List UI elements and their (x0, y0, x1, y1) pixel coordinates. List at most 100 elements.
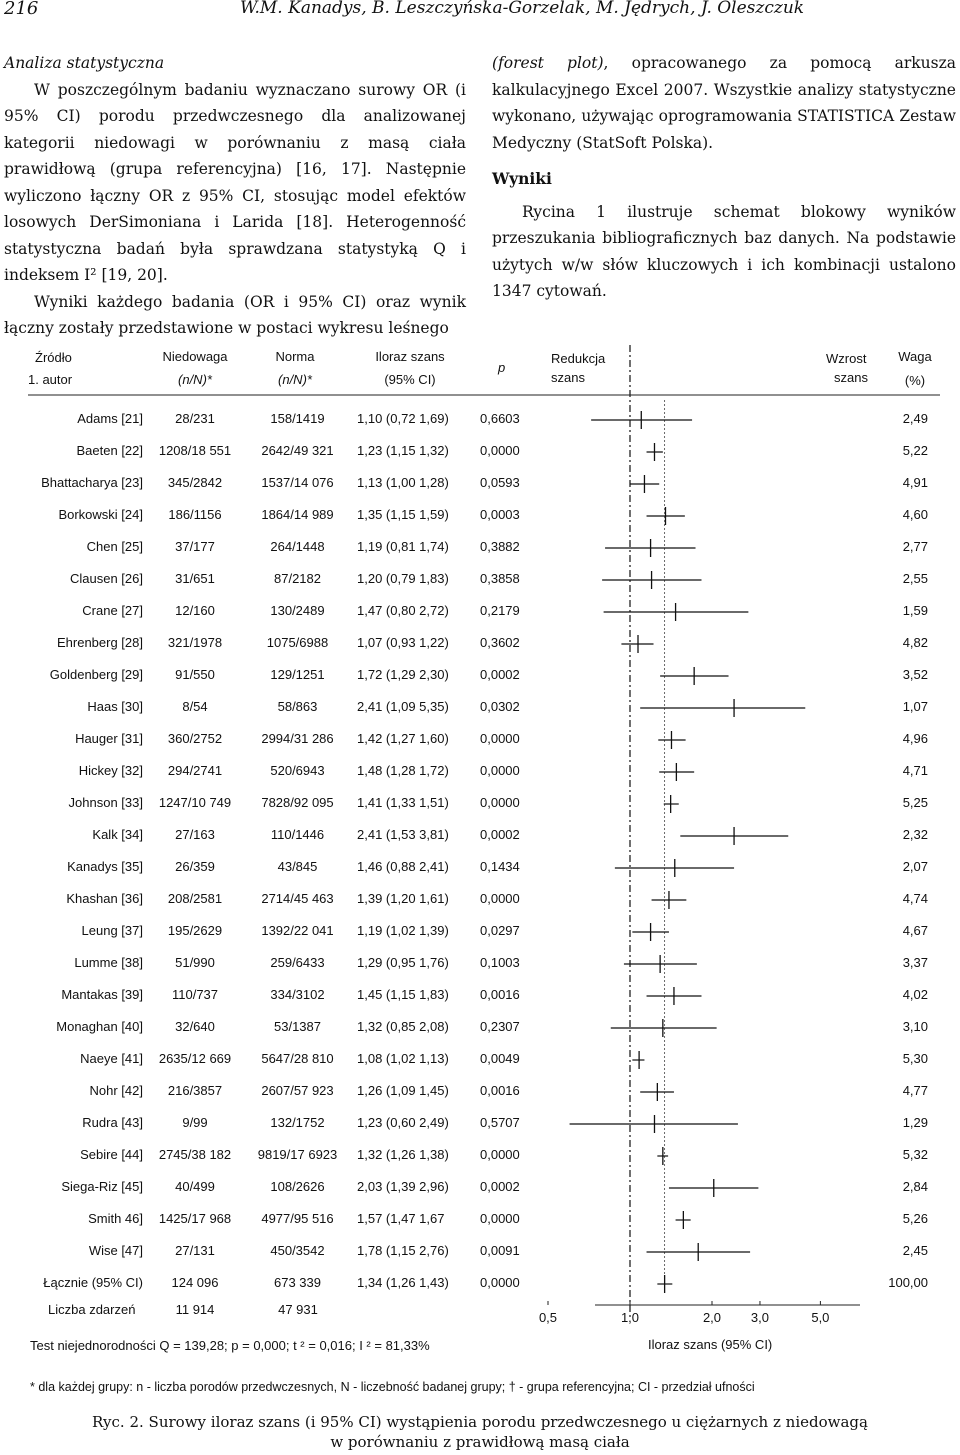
row-weight: 2,49 (902, 411, 928, 426)
row-odds-ratio: 1,08 (1,02 1,13) (357, 1051, 449, 1066)
row-author: Wise [47] (88, 1243, 143, 1258)
row-author: Smith 46] (88, 1211, 143, 1226)
caption-line-1: Ryc. 2. Surowy iloraz szans (i 95% CI) w… (92, 1413, 868, 1431)
row-weight: 2,77 (902, 539, 928, 554)
row-odds-ratio: 1,26 (1,09 1,45) (357, 1083, 449, 1098)
page-number: 216 (4, 0, 39, 19)
header-weight: Waga (898, 349, 932, 364)
row-odds-ratio: 1,23 (0,60 2,49) (357, 1115, 449, 1130)
row-underweight: 360/2752 (167, 731, 223, 746)
row-underweight: 1425/17 968 (158, 1211, 232, 1226)
row-weight: 4,96 (902, 731, 928, 746)
row-p-value: 0,0016 (480, 987, 520, 1002)
header-reduction: Redukcja (551, 351, 606, 366)
row-weight: 4,60 (902, 507, 928, 522)
heterogeneity-test: Test niejednorodności Q = 139,28; p = 0,… (30, 1338, 430, 1353)
row-underweight: 1247/10 749 (158, 795, 232, 810)
x-axis-label: Iloraz szans (95% CI) (648, 1337, 773, 1352)
row-odds-ratio: 1,13 (1,00 1,28) (357, 475, 449, 490)
row-weight: 3,10 (902, 1019, 928, 1034)
row-weight: 100,00 (888, 1275, 928, 1290)
section-heading-results: Wyniki (492, 169, 552, 188)
row-odds-ratio: 1,57 (1,47 1,67 (357, 1211, 445, 1226)
header-odds-ratio: Iloraz szans (375, 349, 445, 364)
row-p-value: 0,0000 (480, 1147, 520, 1162)
row-underweight: 51/990 (175, 955, 215, 970)
row-underweight: 27/131 (175, 1243, 215, 1258)
row-underweight: 208/2581 (167, 891, 223, 906)
row-author: Goldenberg [29] (49, 667, 143, 682)
row-p-value: 0,1003 (480, 955, 520, 970)
row-p-value: 0,0000 (480, 443, 520, 458)
row-odds-ratio: 1,45 (1,15 1,83) (357, 987, 449, 1002)
row-p-value: 0,0002 (480, 1179, 520, 1194)
row-normal: 4977/95 516 (261, 1211, 334, 1226)
row-author: Naeye [41] (80, 1051, 143, 1066)
header-weight-sub: (%) (904, 373, 926, 388)
row-underweight: 9/99 (182, 1115, 208, 1130)
row-p-value: 0,3858 (480, 571, 520, 586)
row-p-value: 0,0000 (480, 1275, 520, 1290)
row-normal: 108/2626 (270, 1179, 325, 1194)
row-p-value: 0,0000 (480, 763, 520, 778)
row-normal: 130/2489 (270, 603, 325, 618)
events-underweight: 11 914 (175, 1302, 215, 1317)
x-tick-label: 5,0 (811, 1310, 829, 1325)
row-normal: 450/3542 (270, 1243, 325, 1258)
row-underweight: 321/1978 (167, 635, 223, 650)
row-odds-ratio: 1,19 (1,02 1,39) (357, 923, 449, 938)
row-normal: 2642/49 321 (261, 443, 334, 458)
row-weight: 3,37 (902, 955, 928, 970)
right-column: (forest plot), opracowanego za pomocą ar… (492, 50, 956, 305)
header-authors: W.M. Kanadys, B. Leszczyńska-Gorzelak, M… (240, 0, 805, 18)
row-odds-ratio: 1,34 (1,26 1,43) (357, 1275, 449, 1290)
row-p-value: 0,3602 (480, 635, 520, 650)
row-normal: 334/3102 (270, 987, 325, 1002)
row-normal: 2994/31 286 (261, 731, 334, 746)
figure-footnote: * dla każdej grupy: n - liczba porodów p… (30, 1380, 755, 1394)
row-underweight: 37/177 (175, 539, 215, 554)
paragraph-results: Rycina 1 ilustruje schemat blokowy wynik… (492, 202, 956, 301)
row-weight: 2,45 (902, 1243, 928, 1258)
row-odds-ratio: 1,41 (1,33 1,51) (357, 795, 449, 810)
header-normal-sub: (n/N)* (278, 372, 312, 387)
row-author: Kalk [34] (92, 827, 143, 842)
row-normal: 259/6433 (270, 955, 325, 970)
row-normal: 1537/14 076 (261, 475, 334, 490)
row-author: Clausen [26] (70, 571, 143, 586)
header-increase: Wzrost (826, 351, 867, 366)
row-p-value: 0,0003 (480, 507, 520, 522)
paragraph-software-text: , opracowanego za pomocą arkusza kalkula… (492, 54, 956, 152)
row-weight: 5,22 (902, 443, 928, 458)
row-underweight: 2635/12 669 (158, 1051, 232, 1066)
row-odds-ratio: 1,19 (0,81 1,74) (357, 539, 449, 554)
header-underweight: Niedowaga (162, 349, 228, 364)
row-normal: 58/863 (277, 699, 318, 714)
row-normal: 2607/57 923 (261, 1083, 334, 1098)
row-odds-ratio: 1,42 (1,27 1,60) (357, 731, 449, 746)
row-weight: 5,25 (902, 795, 928, 810)
row-underweight: 91/550 (175, 667, 215, 682)
left-column: Analiza statystyczna W poszczególnym bad… (4, 50, 466, 342)
header-first-author: 1. autor (28, 372, 73, 387)
row-weight: 4,77 (902, 1083, 928, 1098)
row-author: Hauger [31] (75, 731, 143, 746)
header-increase-sub: szans (834, 370, 868, 385)
row-odds-ratio: 1,72 (1,29 2,30) (357, 667, 449, 682)
row-weight: 4,82 (902, 635, 928, 650)
header-source: Źródło (35, 350, 72, 365)
row-underweight: 345/2842 (167, 475, 223, 490)
row-normal: 9819/17 6923 (257, 1147, 338, 1162)
forest-plot-svg: 0,5 1,0 2,0 3,0 5,0 (28, 345, 940, 1325)
row-odds-ratio: 2,41 (1,09 5,35) (357, 699, 449, 714)
row-underweight: 110/737 (171, 987, 219, 1002)
row-author: Baeten [22] (76, 443, 144, 458)
row-underweight: 2745/38 182 (158, 1147, 232, 1162)
row-p-value: 0,0002 (480, 667, 520, 682)
row-p-value: 0,0049 (480, 1051, 520, 1066)
row-underweight: 216/3857 (167, 1083, 223, 1098)
row-weight: 2,07 (902, 859, 928, 874)
row-author: Chen [25] (86, 539, 143, 554)
row-p-value: 0,0000 (480, 891, 520, 906)
row-weight: 4,67 (902, 923, 928, 938)
